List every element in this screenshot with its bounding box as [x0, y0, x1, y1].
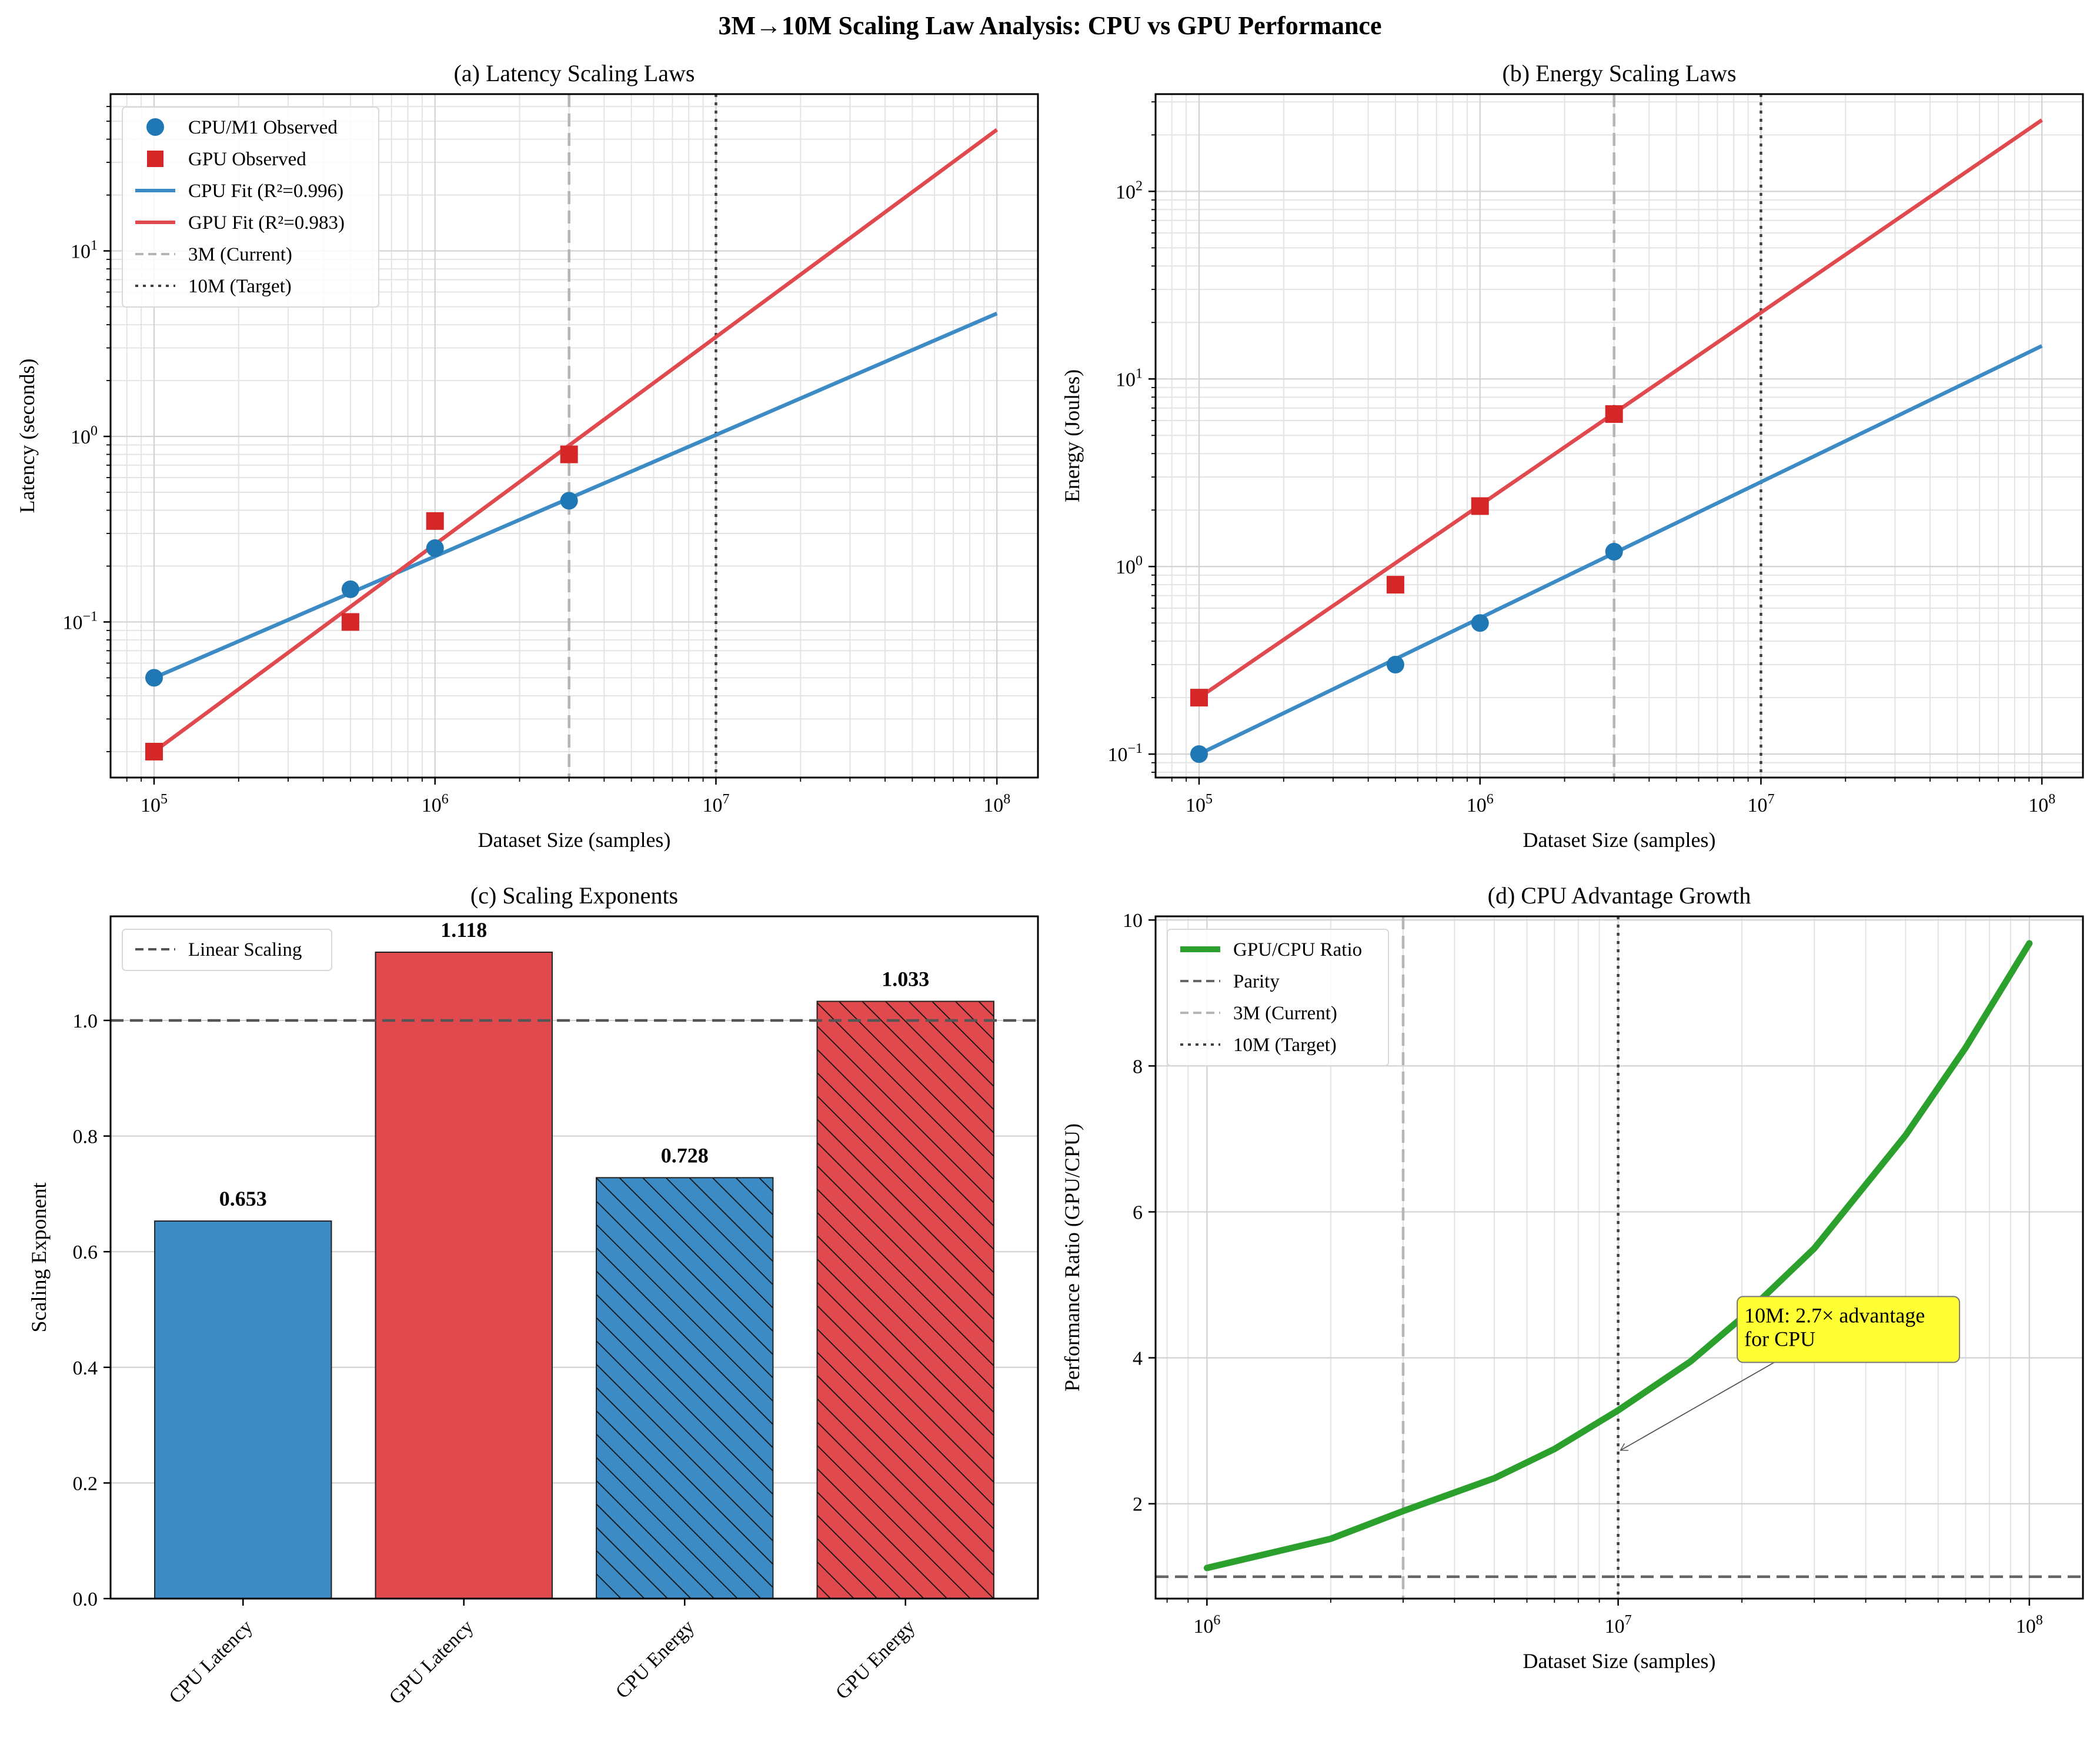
bar-value-label: 1.118	[440, 918, 487, 942]
annotation-text: for CPU	[1744, 1327, 1815, 1350]
data-point	[1190, 745, 1208, 763]
y-tick-label: 101	[71, 238, 98, 263]
annotation-text: 10M: 2.7× advantage	[1744, 1303, 1925, 1327]
legend-label: CPU/M1 Observed	[188, 117, 338, 138]
legend-label: 10M (Target)	[1233, 1035, 1337, 1056]
x-tick-label: 106	[422, 792, 449, 816]
y-tick-label: 102	[1116, 178, 1143, 203]
y-tick-label: 101	[1116, 366, 1143, 391]
bar	[596, 1177, 774, 1599]
x-tick-label: 105	[141, 792, 168, 816]
data-point	[145, 742, 163, 760]
legend-box	[1167, 929, 1389, 1066]
data-point	[560, 445, 578, 463]
x-tick-label: 107	[1605, 1613, 1632, 1637]
y-tick-label: 100	[71, 423, 98, 448]
y-tick-label: 0.2	[73, 1473, 98, 1495]
panel-title: (b) Energy Scaling Laws	[1502, 60, 1736, 86]
legend-label: GPU Observed	[188, 149, 306, 170]
x-tick-label: 108	[2016, 1613, 2043, 1637]
y-axis-label: Latency (seconds)	[15, 359, 39, 513]
legend-label: GPU/CPU Ratio	[1233, 939, 1362, 960]
panel-b: 105 106 107 108 10−1 100 101 102 (b) Energy Scal…	[1060, 60, 2084, 852]
y-tick-label: 10−1	[62, 609, 98, 633]
x-tick-label: 107	[702, 792, 729, 816]
data-point	[341, 613, 359, 631]
panel-title: (d) CPU Advantage Growth	[1488, 882, 1751, 909]
legend-label: GPU Fit (R²=0.983)	[188, 212, 345, 233]
data-point	[426, 539, 444, 557]
panel-a: 105 106 107 108 10−1 100 101 (a) Latency Scalin…	[15, 60, 1039, 852]
bar-value-label: 0.653	[219, 1187, 267, 1210]
y-axis-label: Energy (Joules)	[1060, 369, 1084, 502]
bar	[816, 1000, 994, 1599]
bar	[375, 951, 553, 1599]
panel-title: (a) Latency Scaling Laws	[454, 60, 695, 86]
x-tick-label: 106	[1193, 1613, 1220, 1637]
y-tick-label: 6	[1133, 1202, 1143, 1223]
ratio-curve	[1203, 940, 2033, 1572]
y-tick-label: 4	[1133, 1348, 1143, 1370]
y-axis-label: Scaling Exponent	[27, 1183, 51, 1333]
x-tick-label: GPU Energy	[832, 1616, 919, 1703]
data-point	[1605, 405, 1623, 423]
y-tick-label: 8	[1133, 1056, 1143, 1078]
legend-label: Linear Scaling	[188, 939, 302, 960]
annotation-arrow	[1621, 1359, 1779, 1450]
x-tick-label: GPU Latency	[385, 1616, 478, 1709]
y-tick-label: 0.4	[73, 1357, 98, 1379]
legend-label: 3M (Current)	[188, 244, 292, 265]
axes-frame	[109, 915, 1039, 1600]
legend-marker-square	[147, 151, 163, 167]
legend-label: 3M (Current)	[1233, 1003, 1337, 1024]
y-tick-label: 2	[1133, 1494, 1143, 1516]
legend-box	[122, 106, 379, 308]
data-point	[145, 669, 163, 687]
data-point	[1471, 614, 1489, 632]
panel-title: (c) Scaling Exponents	[470, 882, 678, 909]
data-point	[426, 512, 444, 530]
x-axis-label: Dataset Size (samples)	[478, 828, 671, 852]
legend-label: Parity	[1233, 971, 1280, 992]
y-tick-label: 10	[1123, 910, 1143, 932]
x-tick-label: 108	[2028, 792, 2055, 816]
data-point	[341, 580, 359, 598]
data-point	[1386, 576, 1404, 594]
x-tick-label: CPU Energy	[612, 1616, 699, 1703]
y-tick-label: 100	[1116, 553, 1143, 578]
x-tick-label: CPU Latency	[165, 1616, 257, 1707]
x-tick-label: 105	[1186, 792, 1213, 816]
data-point	[560, 492, 578, 510]
panel-c: 0.653 CPU Latency 1.118 GPU Latency 0.728 CPU…	[27, 882, 1039, 1709]
data-point	[1605, 542, 1623, 561]
data-point	[1386, 655, 1404, 673]
axes-frame	[1154, 915, 2084, 1600]
y-tick-label: 0.0	[73, 1589, 98, 1610]
data-point	[1190, 689, 1208, 707]
fit-line	[153, 128, 999, 753]
y-tick-label: 0.8	[73, 1126, 98, 1148]
bar	[154, 1220, 332, 1600]
x-tick-label: 108	[983, 792, 1010, 816]
x-tick-label: 106	[1467, 792, 1494, 816]
figure-title: 3M→10M Scaling Law Analysis: CPU vs GPU …	[718, 11, 1382, 40]
y-axis-label: Performance Ratio (GPU/CPU)	[1060, 1123, 1084, 1392]
legend-marker-circle	[146, 118, 164, 136]
legend-label: CPU Fit (R²=0.996)	[188, 181, 343, 202]
data-point	[1471, 497, 1489, 515]
annotation-box	[1737, 1296, 1961, 1363]
y-tick-label: 1.0	[73, 1010, 98, 1032]
x-axis-label: Dataset Size (samples)	[1523, 1649, 1716, 1673]
legend-box	[122, 929, 332, 971]
x-tick-label: 107	[1747, 792, 1774, 816]
bar-value-label: 1.033	[882, 968, 929, 991]
bar-value-label: 0.728	[661, 1143, 709, 1167]
legend-label: 10M (Target)	[188, 276, 292, 297]
y-tick-label: 0.6	[73, 1242, 98, 1263]
x-axis-label: Dataset Size (samples)	[1523, 828, 1716, 852]
y-tick-label: 10−1	[1107, 741, 1143, 766]
